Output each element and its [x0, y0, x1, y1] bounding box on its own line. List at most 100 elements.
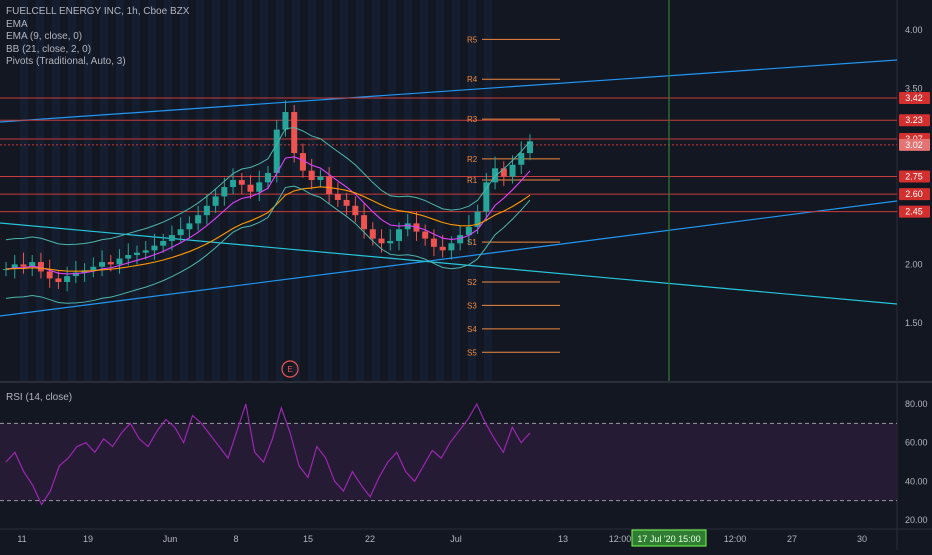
candle-body: [238, 180, 245, 185]
session-shade: [36, 0, 44, 381]
session-shade: [276, 0, 284, 381]
ema-line: [5, 186, 531, 272]
candle-body: [116, 258, 123, 265]
candle-body: [203, 205, 210, 216]
time-tick-label: 22: [365, 534, 375, 544]
candle-body: [265, 172, 271, 183]
candle-body: [483, 182, 490, 212]
time-tick-label: 30: [857, 534, 867, 544]
candle-body: [378, 238, 385, 244]
legend-ema-9[interactable]: EMA (9, close, 0): [6, 31, 83, 42]
candle-body: [168, 235, 175, 241]
rsi-band-fill: [0, 423, 897, 501]
time-tick-label: 8: [233, 534, 238, 544]
candle-body: [46, 271, 53, 279]
candle-body: [430, 238, 437, 247]
price-level-badge: [899, 205, 930, 218]
session-shade: [452, 0, 460, 381]
pivot-label: S1: [467, 238, 477, 247]
pivot-label: R3: [467, 115, 478, 124]
candle-body: [151, 245, 158, 251]
candle-body: [186, 223, 193, 230]
session-shade: [148, 0, 156, 381]
candle-body: [273, 129, 280, 173]
session-shade: [196, 0, 204, 381]
candle-body: [107, 262, 114, 265]
candle-body: [90, 266, 97, 271]
candle-body: [422, 231, 429, 239]
session-shade: [404, 0, 412, 381]
candle-body: [334, 194, 341, 200]
candle-body: [256, 182, 263, 192]
rsi-legend[interactable]: RSI (14, close): [6, 392, 73, 403]
price-level-badge-label: 2.75: [905, 172, 923, 182]
session-shade: [68, 0, 76, 381]
price-tick-label: 2.00: [905, 259, 923, 269]
candle-body: [20, 264, 27, 267]
legend-pivots[interactable]: Pivots (Traditional, Auto, 3): [6, 56, 126, 67]
candle-body: [439, 246, 446, 251]
candle-body: [29, 262, 36, 267]
candle-body: [64, 276, 71, 282]
session-shade: [388, 0, 396, 381]
session-shade: [308, 0, 316, 381]
time-crosshair-badge: [631, 529, 707, 547]
candle-body: [465, 226, 472, 236]
time-tick-label: 12:00: [724, 534, 747, 544]
time-crosshair-label: 17 Jul '20 15:00: [637, 534, 700, 544]
candle-body: [352, 205, 359, 216]
price-level-badge: [899, 91, 930, 104]
time-tick-label: 13: [558, 534, 568, 544]
session-shade: [420, 0, 428, 381]
candle-body: [212, 196, 219, 206]
rsi-line: [5, 402, 531, 506]
ema9-line: [5, 156, 531, 275]
candle-body: [221, 187, 228, 197]
candle-body: [125, 255, 132, 259]
legend-ema[interactable]: EMA: [6, 18, 28, 30]
rsi-tick-label: 20.00: [905, 515, 928, 525]
time-tick-label: 11: [17, 534, 26, 544]
pivot-label: S3: [467, 301, 477, 310]
session-shade: [100, 0, 108, 381]
candle-body: [282, 112, 289, 130]
session-shade: [180, 0, 188, 381]
candle-body: [134, 252, 140, 256]
legend-bb[interactable]: BB (21, close, 2, 0): [6, 43, 92, 55]
candle-body: [474, 211, 481, 227]
rsi-tick-label: 60.00: [905, 438, 928, 448]
pivot-label: R4: [467, 75, 478, 84]
candle-body: [492, 168, 499, 183]
candle-body: [457, 235, 464, 244]
candle-body: [369, 229, 376, 239]
candle-body: [142, 250, 149, 253]
pivot-label: R5: [467, 35, 478, 44]
bb-lower-band: [5, 185, 531, 304]
price-tick-label: 4.00: [905, 25, 923, 35]
session-shade: [436, 0, 444, 381]
legend-symbol[interactable]: FUELCELL ENERGY INC, 1h, Cboe BZX: [6, 6, 190, 17]
time-tick-label: Jun: [163, 534, 178, 544]
earnings-marker-icon: [281, 360, 299, 378]
session-shade: [52, 0, 60, 381]
price-level-badge: [899, 188, 930, 201]
candle-body: [387, 240, 394, 244]
pivot-label: S4: [467, 325, 477, 334]
candle-body: [509, 164, 516, 177]
candle-body: [326, 176, 333, 195]
session-shade: [468, 0, 476, 381]
candle-body: [177, 229, 184, 236]
price-level-badge-label: 3.23: [905, 115, 923, 125]
price-level-badge: [899, 170, 930, 183]
session-shade: [228, 0, 236, 381]
pivot-label: S5: [467, 348, 477, 357]
candle-body: [55, 278, 62, 282]
earnings-marker-label: E: [287, 365, 292, 374]
session-shade: [356, 0, 364, 381]
pivot-label: S2: [467, 278, 477, 287]
candle-body: [343, 199, 350, 206]
candle-body: [291, 112, 298, 154]
session-shade: [164, 0, 172, 381]
